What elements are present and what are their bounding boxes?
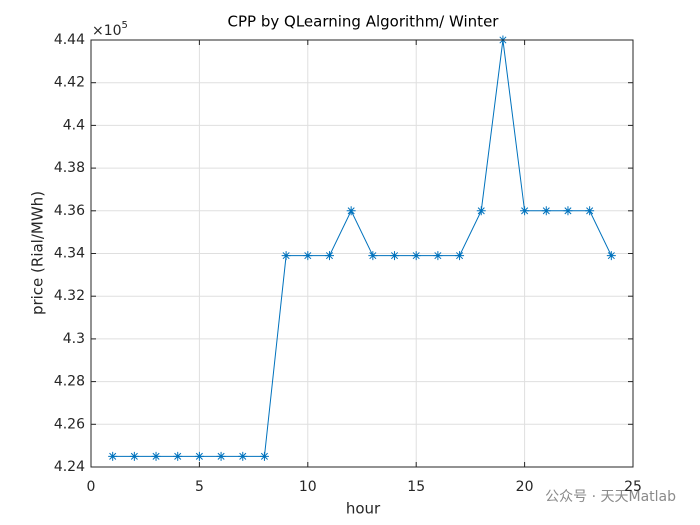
- marker: [476, 206, 486, 216]
- marker: [520, 206, 530, 216]
- marker: [173, 451, 183, 461]
- y-tick-label: 4.38: [54, 160, 85, 176]
- marker: [151, 451, 161, 461]
- y-axis-label: price (Rial/MWh): [29, 191, 47, 315]
- marker: [324, 251, 334, 261]
- y-multiplier-exponent: 5: [122, 20, 128, 31]
- x-tick-label: 5: [195, 479, 204, 495]
- chart-title: CPP by QLearning Algorithm/ Winter: [228, 13, 500, 31]
- marker: [411, 251, 421, 261]
- y-tick-label: 4.44: [54, 32, 85, 48]
- x-tick-label: 10: [299, 479, 317, 495]
- marker: [129, 451, 139, 461]
- marker: [238, 451, 248, 461]
- marker: [108, 451, 118, 461]
- marker: [281, 251, 291, 261]
- marker: [303, 251, 313, 261]
- y-tick-label: 4.36: [54, 203, 85, 219]
- y-multiplier: ×105: [92, 20, 128, 39]
- watermark: 公众号 · 天天Matlab: [545, 489, 676, 505]
- marker: [368, 251, 378, 261]
- marker: [455, 251, 465, 261]
- marker: [259, 451, 269, 461]
- x-tick-label: 25: [624, 479, 642, 495]
- x-tick-label: 0: [87, 479, 96, 495]
- y-tick-label: 4.42: [54, 75, 85, 91]
- y-tick-label: 4.3: [63, 331, 85, 347]
- marker: [585, 206, 595, 216]
- marker: [390, 251, 400, 261]
- y-tick-label: 4.28: [54, 374, 85, 390]
- x-tick-label: 20: [516, 479, 534, 495]
- y-tick-label: 4.26: [54, 416, 85, 432]
- y-tick-label: 4.32: [54, 288, 85, 304]
- x-axis-label: hour: [346, 500, 381, 518]
- y-tick-label: 4.24: [54, 459, 85, 475]
- y-multiplier-base: ×10: [92, 23, 122, 39]
- marker: [563, 206, 573, 216]
- y-tick-label: 4.34: [54, 246, 85, 262]
- y-tick-label: 4.4: [63, 117, 85, 133]
- marker: [346, 206, 356, 216]
- marker: [541, 206, 551, 216]
- marker: [216, 451, 226, 461]
- x-tick-label: 15: [407, 479, 425, 495]
- marker: [606, 251, 616, 261]
- marker: [194, 451, 204, 461]
- marker: [433, 251, 443, 261]
